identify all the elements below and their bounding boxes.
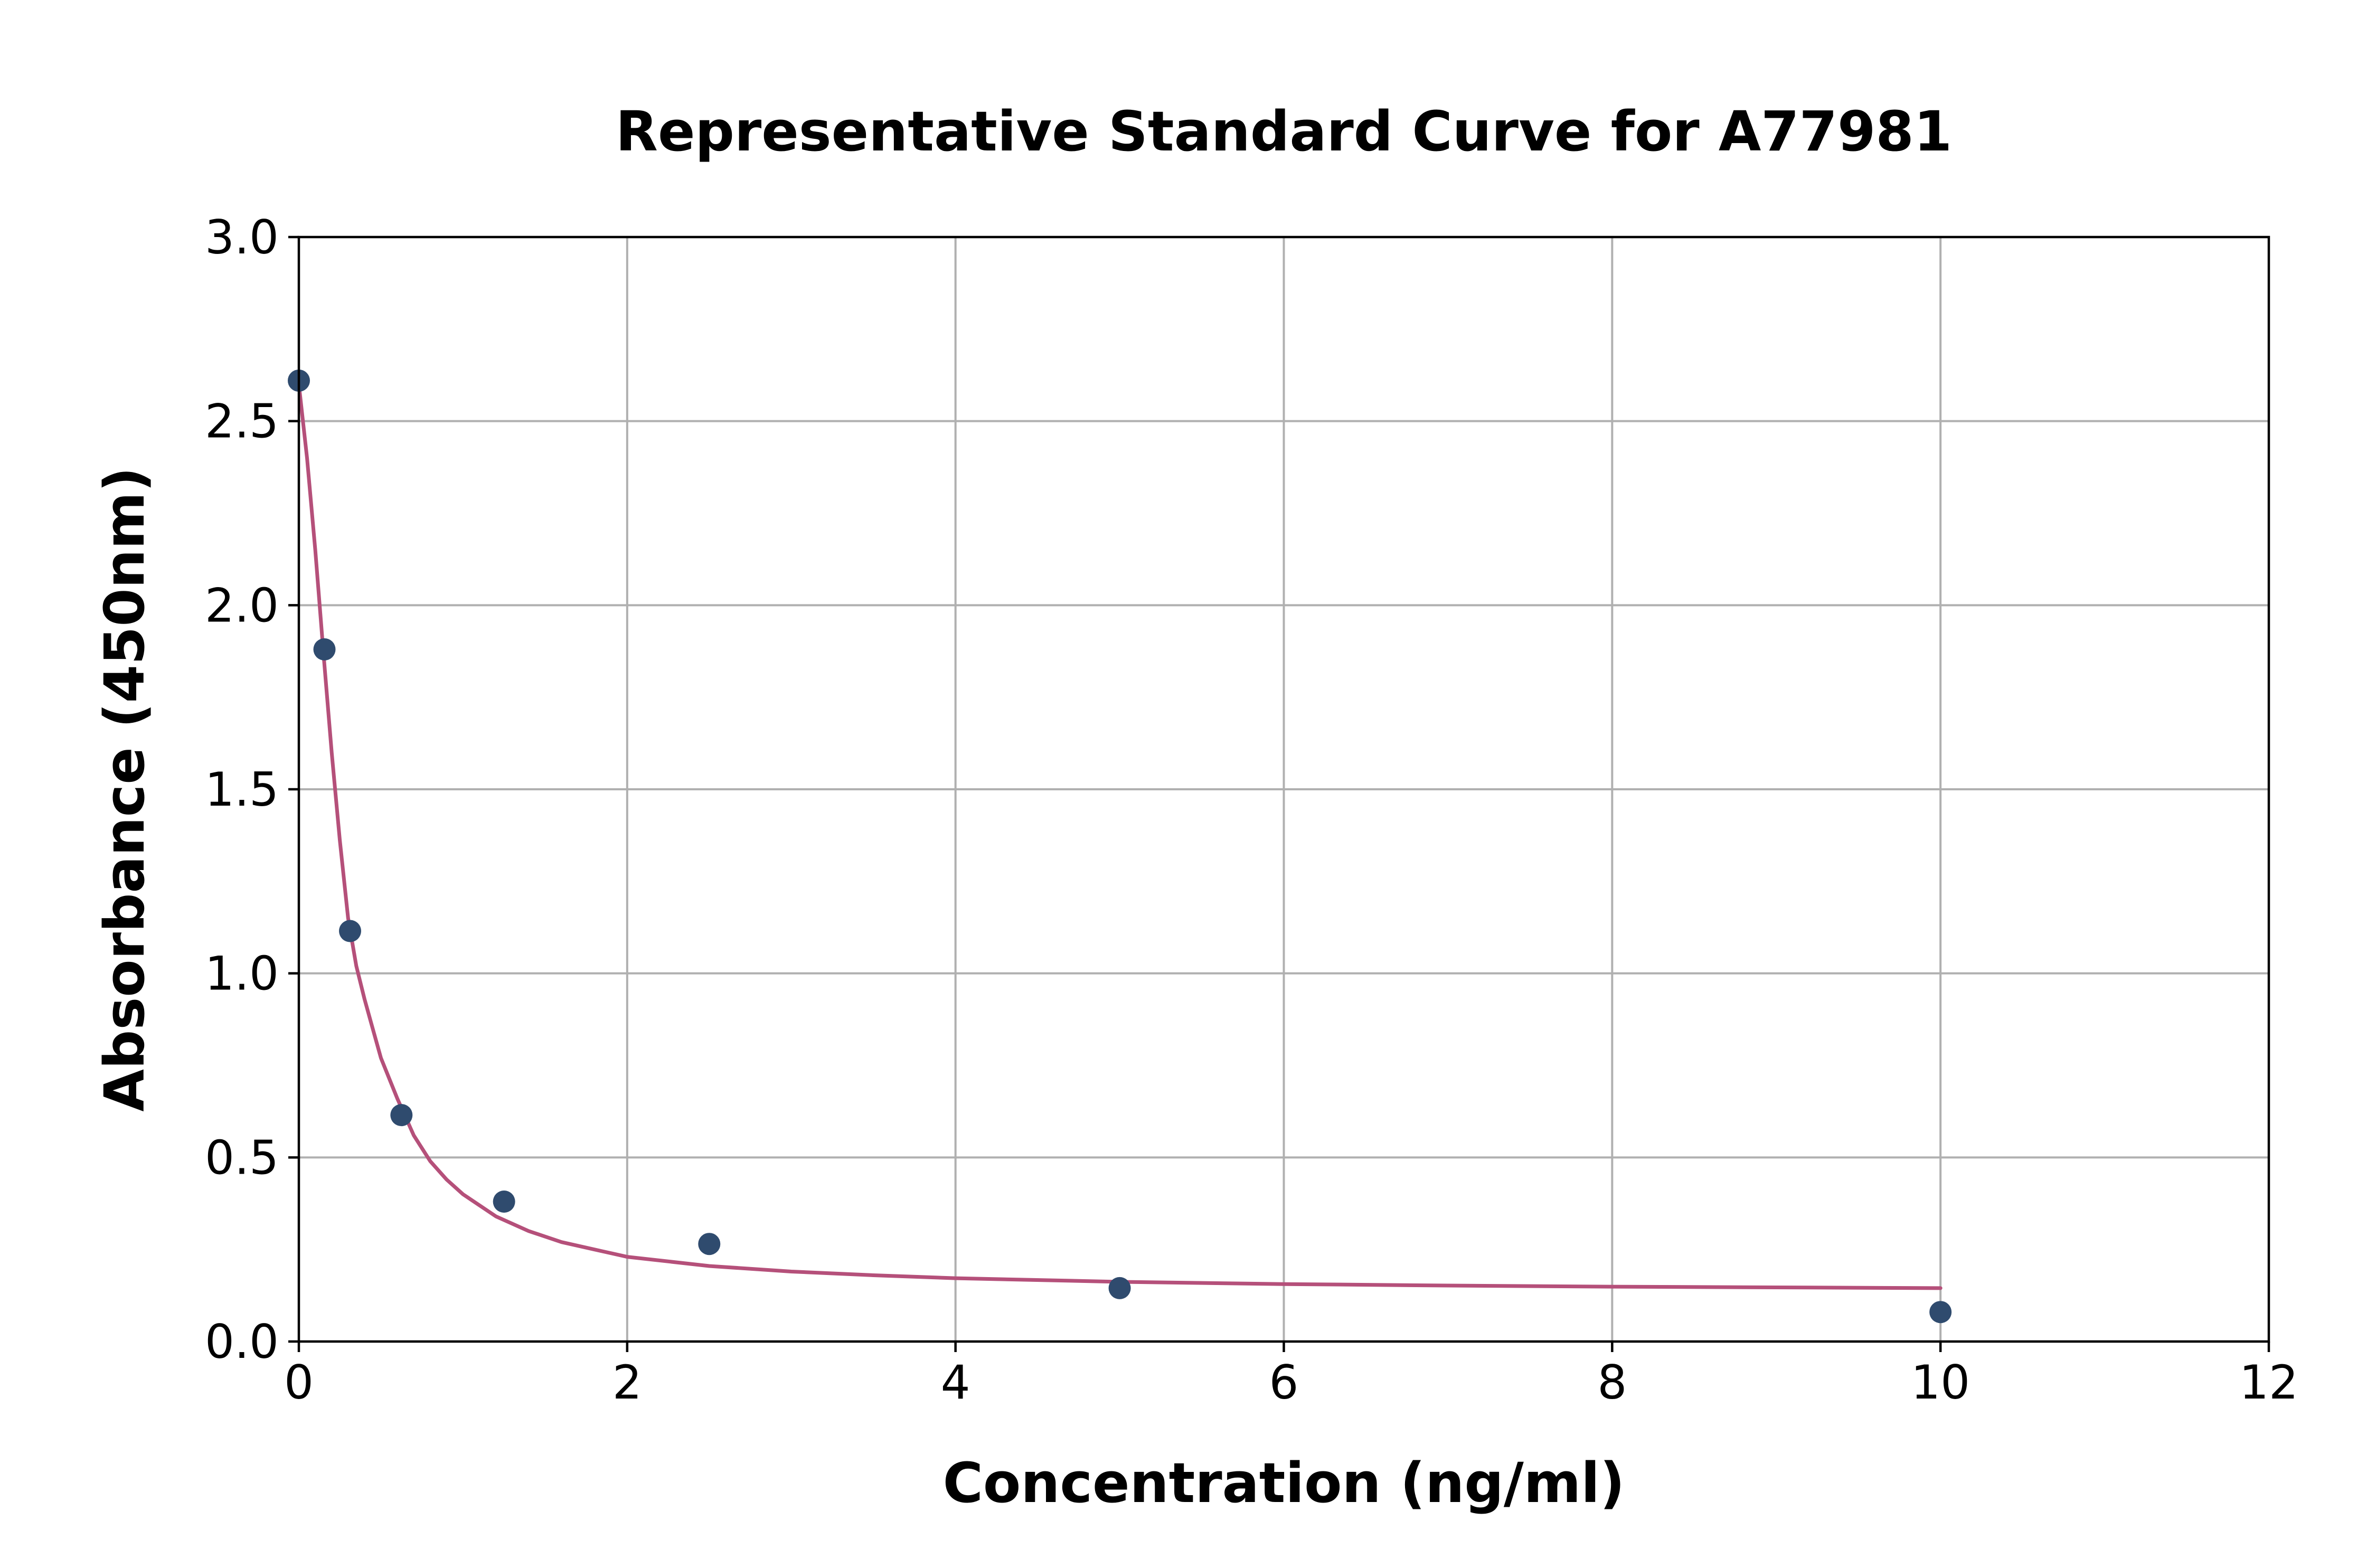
x-tick-label: 4 [941,1355,970,1410]
data-point [1108,1277,1131,1299]
fit-line-layer [297,382,1943,1290]
x-tick-label: 2 [612,1355,642,1410]
data-point [390,1104,413,1127]
y-axis-label: Absorbance (450nm) [92,467,157,1111]
fit-curve-line [297,382,1943,1290]
y-tick-label: 0.5 [205,1130,279,1185]
grid-lines [298,236,2270,1343]
x-tick-label: 8 [1597,1355,1627,1410]
x-tick-label: 12 [2239,1355,2298,1410]
y-tick-label: 2.5 [205,394,279,449]
data-point [1929,1301,1952,1324]
x-tick-labels: 0 2 4 6 8 10 12 [284,1355,2298,1410]
x-axis-label: Concentration (ng/ml) [943,1451,1625,1515]
y-tick-label: 3.0 [205,210,279,265]
data-point [698,1233,721,1255]
y-tick-label: 2.0 [205,578,279,632]
x-tick-label: 0 [284,1355,314,1410]
x-tick-label: 6 [1269,1355,1299,1410]
x-tick-label: 10 [1911,1355,1970,1410]
y-tick-label: 0.0 [205,1315,279,1369]
tick-marks [288,235,2270,1352]
chart-title: Representative Standard Curve for A77981 [616,99,1952,164]
data-points-layer [288,369,1952,1324]
y-tick-labels: 0.0 0.5 1.0 1.5 2.0 2.5 3.0 [205,210,279,1369]
data-point [339,920,362,942]
y-tick-label: 1.5 [205,762,279,817]
data-point [493,1191,515,1213]
data-point [313,638,336,661]
y-tick-label: 1.0 [205,947,279,1001]
